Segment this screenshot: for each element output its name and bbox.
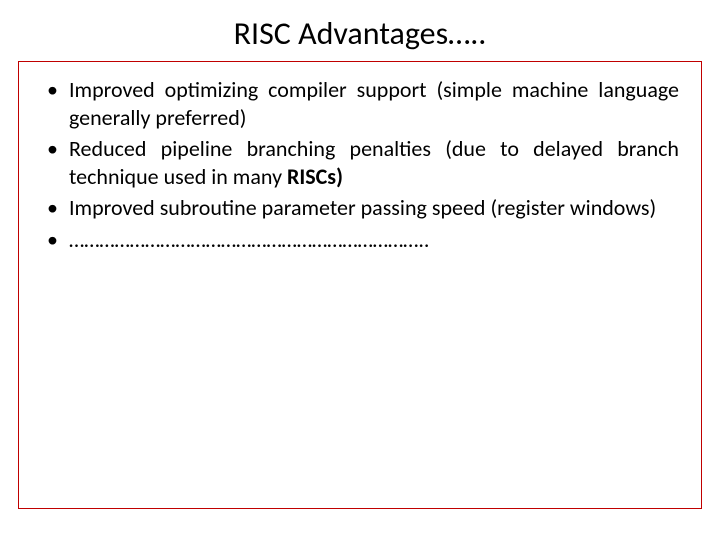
bullet-text: RISCs) (287, 163, 343, 190)
bullet-item: Improved subroutine parameter passing sp… (41, 194, 679, 222)
bullet-list: Improved optimizing compiler support (si… (41, 76, 679, 253)
bullet-text: Improved optimizing compiler support (si… (69, 76, 679, 131)
bullet-text: …………………………………………………………….. (69, 226, 429, 253)
bullet-text: Improved subroutine parameter passing sp… (69, 194, 656, 221)
slide: RISC Advantages….. Improved optimizing c… (0, 0, 720, 540)
bullet-item: …………………………………………………………….. (41, 226, 679, 254)
bullet-item: Improved optimizing compiler support (si… (41, 76, 679, 131)
bullet-text: Reduced pipeline branching penalties (du… (69, 135, 679, 190)
slide-title: RISC Advantages….. (0, 0, 720, 61)
bullet-item: Reduced pipeline branching penalties (du… (41, 135, 679, 190)
content-box: Improved optimizing compiler support (si… (18, 61, 702, 509)
